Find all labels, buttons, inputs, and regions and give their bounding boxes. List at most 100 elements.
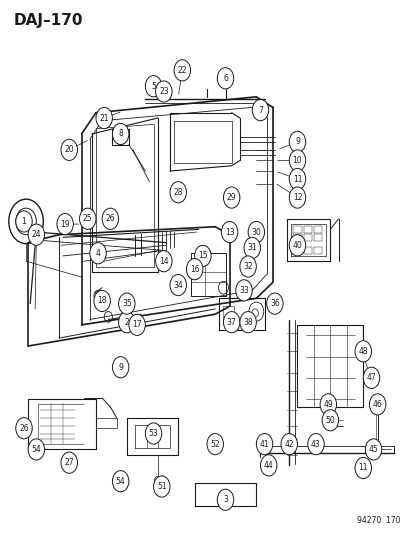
Text: 16: 16 bbox=[190, 265, 199, 273]
Circle shape bbox=[186, 259, 202, 280]
Text: 24: 24 bbox=[31, 230, 41, 239]
Text: 20: 20 bbox=[64, 146, 74, 155]
Circle shape bbox=[354, 341, 370, 362]
Text: 41: 41 bbox=[259, 440, 269, 449]
Text: 48: 48 bbox=[358, 347, 367, 356]
Text: 5: 5 bbox=[151, 82, 156, 91]
Text: 52: 52 bbox=[210, 440, 219, 449]
Text: 29: 29 bbox=[226, 193, 236, 202]
Circle shape bbox=[118, 312, 135, 333]
Text: 22: 22 bbox=[177, 66, 187, 75]
Text: 9: 9 bbox=[118, 363, 123, 372]
Circle shape bbox=[90, 243, 106, 264]
Circle shape bbox=[239, 312, 256, 333]
Circle shape bbox=[368, 394, 385, 415]
Text: 35: 35 bbox=[122, 299, 131, 308]
Text: 12: 12 bbox=[292, 193, 301, 202]
Text: 28: 28 bbox=[173, 188, 183, 197]
Circle shape bbox=[118, 293, 135, 314]
Circle shape bbox=[112, 357, 128, 378]
Circle shape bbox=[266, 293, 282, 314]
Text: 43: 43 bbox=[310, 440, 320, 449]
Circle shape bbox=[239, 256, 256, 277]
Circle shape bbox=[217, 489, 233, 511]
Circle shape bbox=[155, 251, 172, 272]
Circle shape bbox=[321, 410, 338, 431]
Circle shape bbox=[319, 394, 336, 415]
Text: 3: 3 bbox=[223, 495, 228, 504]
Circle shape bbox=[364, 439, 381, 460]
Text: 26: 26 bbox=[19, 424, 29, 433]
Circle shape bbox=[61, 139, 77, 160]
Text: 18: 18 bbox=[97, 296, 107, 305]
Circle shape bbox=[289, 131, 305, 152]
Circle shape bbox=[102, 208, 118, 229]
Text: 37: 37 bbox=[226, 318, 236, 327]
Text: 25: 25 bbox=[83, 214, 93, 223]
Text: 46: 46 bbox=[372, 400, 382, 409]
Text: 94270  170: 94270 170 bbox=[356, 516, 399, 525]
Text: 42: 42 bbox=[284, 440, 293, 449]
Text: 4: 4 bbox=[95, 249, 100, 258]
Circle shape bbox=[112, 123, 128, 144]
Circle shape bbox=[235, 280, 252, 301]
Circle shape bbox=[28, 224, 45, 245]
Circle shape bbox=[217, 68, 233, 89]
Text: 19: 19 bbox=[60, 220, 70, 229]
Text: 34: 34 bbox=[173, 280, 183, 289]
Circle shape bbox=[145, 423, 161, 444]
Circle shape bbox=[94, 290, 110, 312]
Text: 50: 50 bbox=[325, 416, 335, 425]
Text: 6: 6 bbox=[223, 74, 228, 83]
Circle shape bbox=[79, 208, 96, 229]
Text: 32: 32 bbox=[243, 262, 252, 271]
Text: 40: 40 bbox=[292, 241, 301, 250]
Text: 14: 14 bbox=[159, 257, 168, 265]
Text: 51: 51 bbox=[157, 482, 166, 491]
Circle shape bbox=[16, 211, 32, 232]
Text: 30: 30 bbox=[251, 228, 261, 237]
Circle shape bbox=[96, 108, 112, 128]
Circle shape bbox=[289, 168, 305, 190]
Circle shape bbox=[174, 60, 190, 81]
Text: 26: 26 bbox=[105, 214, 115, 223]
Circle shape bbox=[206, 433, 223, 455]
Text: 38: 38 bbox=[243, 318, 252, 327]
Text: DAJ–170: DAJ–170 bbox=[14, 13, 83, 28]
Circle shape bbox=[16, 418, 32, 439]
Circle shape bbox=[61, 452, 77, 473]
Text: 49: 49 bbox=[323, 400, 332, 409]
Circle shape bbox=[243, 237, 260, 259]
Text: 31: 31 bbox=[247, 244, 256, 253]
Circle shape bbox=[145, 76, 161, 97]
Text: 11: 11 bbox=[292, 174, 301, 183]
Text: 10: 10 bbox=[292, 156, 301, 165]
Text: 11: 11 bbox=[358, 464, 367, 472]
Circle shape bbox=[289, 150, 305, 171]
Circle shape bbox=[170, 182, 186, 203]
Circle shape bbox=[289, 235, 305, 256]
Text: 2: 2 bbox=[124, 318, 129, 327]
Circle shape bbox=[260, 455, 276, 476]
Text: 8: 8 bbox=[118, 130, 123, 139]
Text: 17: 17 bbox=[132, 320, 142, 329]
Circle shape bbox=[112, 471, 128, 492]
Circle shape bbox=[256, 433, 272, 455]
Circle shape bbox=[128, 314, 145, 335]
Circle shape bbox=[170, 274, 186, 296]
Circle shape bbox=[247, 221, 264, 243]
Circle shape bbox=[28, 439, 45, 460]
Text: 1: 1 bbox=[21, 217, 26, 226]
Circle shape bbox=[307, 433, 323, 455]
Text: 27: 27 bbox=[64, 458, 74, 467]
Text: 54: 54 bbox=[31, 445, 41, 454]
Circle shape bbox=[362, 367, 379, 389]
Circle shape bbox=[354, 457, 370, 479]
Text: 9: 9 bbox=[294, 138, 299, 147]
Circle shape bbox=[252, 100, 268, 120]
Circle shape bbox=[57, 214, 73, 235]
Circle shape bbox=[155, 81, 172, 102]
Text: 33: 33 bbox=[239, 286, 248, 295]
Text: 7: 7 bbox=[257, 106, 262, 115]
Circle shape bbox=[289, 187, 305, 208]
